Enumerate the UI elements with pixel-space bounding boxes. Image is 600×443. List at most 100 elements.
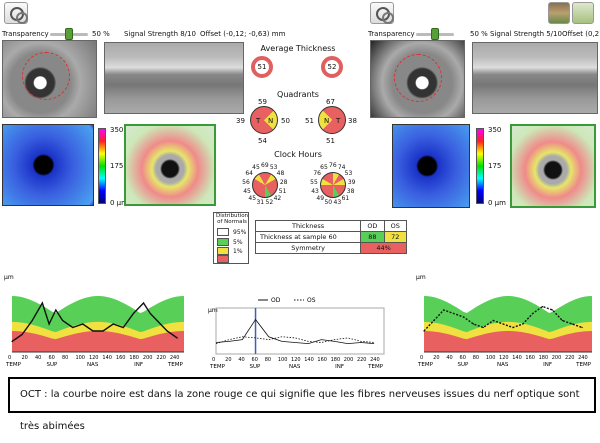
x-tick-label: 40: [446, 355, 452, 361]
x-tick-label: 180: [129, 355, 139, 361]
clock-od-label: 42: [273, 195, 282, 203]
data-point: [561, 319, 563, 322]
data-point: [41, 302, 43, 304]
quad-od-left: 39: [236, 117, 245, 125]
left-colorbar: [98, 128, 106, 204]
clock-os-label: 39: [347, 178, 356, 186]
x-tick-label: 0: [420, 355, 423, 361]
left-colorbar-bottom: 0 µm: [110, 199, 128, 207]
right-transparency-slider-thumb[interactable]: [431, 28, 439, 40]
data-point: [433, 319, 435, 322]
x-region-label: INF: [543, 362, 552, 368]
x-tick-label: 60: [252, 357, 258, 363]
clock-os-label: 76: [329, 162, 337, 169]
clock-od-label: 45: [243, 187, 251, 195]
clock-od-label: 69: [261, 162, 269, 169]
data-point: [522, 323, 524, 325]
clock-os-label: 43: [311, 187, 319, 195]
data-point: [581, 326, 583, 329]
quadrants-title: Quadrants: [277, 90, 319, 99]
clock-os-label: 65: [320, 164, 328, 172]
x-tick-label: 180: [539, 355, 549, 361]
left-thickness-map[interactable]: [2, 124, 94, 206]
clock-os-label: 43: [333, 199, 342, 207]
quad-od-n: N: [268, 117, 274, 125]
x-tick-label: 40: [238, 357, 244, 363]
x-tick-label: 120: [499, 355, 509, 361]
data-point: [492, 319, 494, 322]
left-view-toggle-button[interactable]: [4, 2, 28, 24]
quad-od-bottom: 54: [258, 137, 267, 145]
x-tick-label: 240: [578, 355, 588, 361]
x-tick-label: 160: [317, 357, 327, 363]
clock-od-label: 45: [248, 195, 257, 203]
data-point: [551, 309, 554, 311]
distribution-red-swatch: [217, 255, 229, 263]
left-bscan-image[interactable]: [104, 42, 244, 114]
x-tick-label: 120: [291, 357, 301, 363]
x-tick-label: 140: [304, 357, 314, 363]
clock-od-label: 52: [265, 199, 274, 207]
x-tick-label: 160: [525, 355, 535, 361]
data-point: [166, 330, 168, 332]
right-view-toggle-button[interactable]: [370, 2, 394, 24]
table-row: Thickness at sample 60 88 72: [254, 231, 408, 243]
left-deviation-map[interactable]: [124, 124, 216, 206]
data-point: [541, 305, 544, 308]
clock-hours-os-chart: [320, 172, 346, 198]
x-tick-label: 100: [278, 357, 288, 363]
thickness-table: Thickness OD OS Thickness at sample 60 8…: [254, 220, 408, 254]
x-tick-label: 20: [21, 355, 27, 361]
x-tick-label: 20: [433, 355, 439, 361]
right-colorbar-bottom: 0 µm: [488, 199, 506, 207]
data-point: [72, 326, 74, 329]
left-offset: Offset (-0,12; -0,63) mm: [200, 30, 286, 38]
quadrant-os-chart: [318, 106, 346, 134]
data-point: [176, 337, 178, 339]
x-tick-label: 60: [48, 355, 54, 361]
x-region-label: SUP: [458, 362, 470, 368]
data-point: [462, 316, 465, 318]
data-point: [48, 323, 50, 325]
distribution-legend: Distribution of Normals 95% 5% 1%: [213, 212, 249, 264]
left-transparency-value: 50 %: [92, 30, 110, 38]
right-colorbar: [476, 128, 484, 204]
x-tick-label: 80: [473, 355, 479, 361]
x-tick-label: 0: [212, 357, 215, 363]
left-transparency-slider-thumb[interactable]: [65, 28, 73, 40]
right-bscan-image[interactable]: [472, 42, 598, 114]
table-header-thickness: Thickness: [254, 220, 362, 232]
table-header-os: OS: [383, 220, 408, 232]
x-region-label: TEMP: [167, 362, 184, 368]
x-tick-label: 200: [143, 355, 153, 361]
quad-od-t: T: [256, 117, 261, 125]
right-deviation-map[interactable]: [510, 124, 596, 208]
right-transparency-value: 50 %: [470, 30, 488, 38]
data-point: [55, 309, 57, 311]
x-tick-label: 200: [552, 355, 562, 361]
normative-band-2: [12, 331, 184, 352]
quad-os-left: 51: [305, 117, 314, 125]
data-point: [92, 330, 94, 332]
right-offset: Offset (0,21: [562, 30, 600, 38]
clock-hours-title: Clock Hours: [274, 150, 322, 159]
data-point: [11, 340, 13, 343]
clock-od-label: 48: [276, 170, 285, 178]
x-region-label: TEMP: [209, 364, 226, 370]
distribution-p1-swatch: [217, 247, 229, 255]
clock-od-label: 56: [242, 178, 250, 186]
clock-od-label: 31: [256, 199, 265, 207]
right-layer-icon[interactable]: [548, 2, 570, 24]
right-tools-icon[interactable]: [572, 2, 594, 24]
data-point: [512, 326, 514, 329]
data-point: [502, 323, 504, 325]
legend-os-label: OS: [307, 297, 316, 304]
chart-ylabel: µm: [4, 274, 14, 281]
x-tick-label: 220: [357, 357, 367, 363]
data-point: [122, 326, 124, 329]
right-thickness-map[interactable]: [392, 124, 470, 208]
x-region-label: INF: [335, 364, 344, 370]
plot-area: [215, 307, 385, 355]
data-point: [112, 323, 114, 325]
clock-os-label: 74: [337, 164, 346, 172]
